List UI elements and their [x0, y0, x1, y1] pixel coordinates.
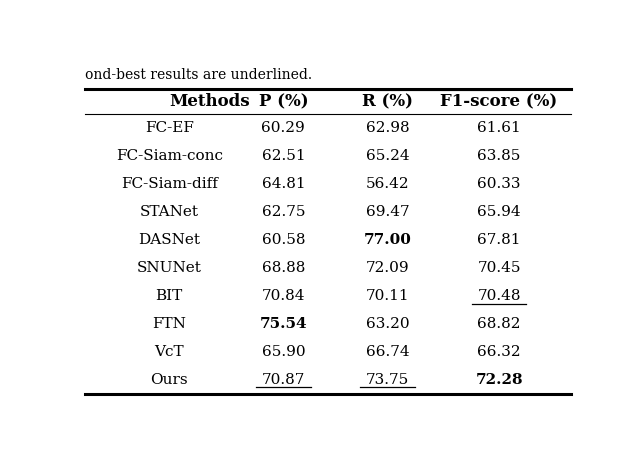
Text: 70.11: 70.11 [365, 289, 410, 303]
Text: 66.32: 66.32 [477, 345, 521, 359]
Text: 63.20: 63.20 [365, 317, 410, 331]
Text: BIT: BIT [156, 289, 183, 303]
Text: 77.00: 77.00 [364, 233, 412, 247]
Text: 60.29: 60.29 [262, 122, 305, 135]
Text: 61.61: 61.61 [477, 122, 521, 135]
Text: Methods: Methods [169, 93, 250, 110]
Text: STANet: STANet [140, 205, 199, 219]
Text: 69.47: 69.47 [365, 205, 410, 219]
Text: 62.51: 62.51 [262, 149, 305, 163]
Text: 73.75: 73.75 [366, 373, 409, 387]
Text: FC-Siam-diff: FC-Siam-diff [121, 177, 218, 191]
Text: 75.54: 75.54 [260, 317, 307, 331]
Text: R (%): R (%) [362, 93, 413, 110]
Text: 62.75: 62.75 [262, 205, 305, 219]
Text: 56.42: 56.42 [365, 177, 410, 191]
Text: DASNet: DASNet [138, 233, 200, 247]
Text: P (%): P (%) [259, 93, 308, 110]
Text: 65.94: 65.94 [477, 205, 521, 219]
Text: F1-score (%): F1-score (%) [440, 93, 557, 110]
Text: 70.45: 70.45 [477, 261, 521, 275]
Text: 60.33: 60.33 [477, 177, 521, 191]
Text: SNUNet: SNUNet [137, 261, 202, 275]
Text: 64.81: 64.81 [262, 177, 305, 191]
Text: 70.87: 70.87 [262, 373, 305, 387]
Text: FC-Siam-conc: FC-Siam-conc [116, 149, 223, 163]
Text: 62.98: 62.98 [365, 122, 410, 135]
Text: 72.28: 72.28 [476, 373, 523, 387]
Text: 67.81: 67.81 [477, 233, 521, 247]
Text: FC-EF: FC-EF [145, 122, 194, 135]
Text: ond-best results are underlined.: ond-best results are underlined. [85, 68, 312, 82]
Text: VcT: VcT [154, 345, 184, 359]
Text: 65.24: 65.24 [365, 149, 410, 163]
Text: FTN: FTN [152, 317, 186, 331]
Text: 60.58: 60.58 [262, 233, 305, 247]
Text: 68.88: 68.88 [262, 261, 305, 275]
Text: 63.85: 63.85 [477, 149, 521, 163]
Text: 66.74: 66.74 [365, 345, 410, 359]
Text: 65.90: 65.90 [262, 345, 305, 359]
Text: 70.48: 70.48 [477, 289, 521, 303]
Text: 72.09: 72.09 [365, 261, 410, 275]
Text: 70.84: 70.84 [262, 289, 305, 303]
Text: 68.82: 68.82 [477, 317, 521, 331]
Text: Ours: Ours [150, 373, 188, 387]
